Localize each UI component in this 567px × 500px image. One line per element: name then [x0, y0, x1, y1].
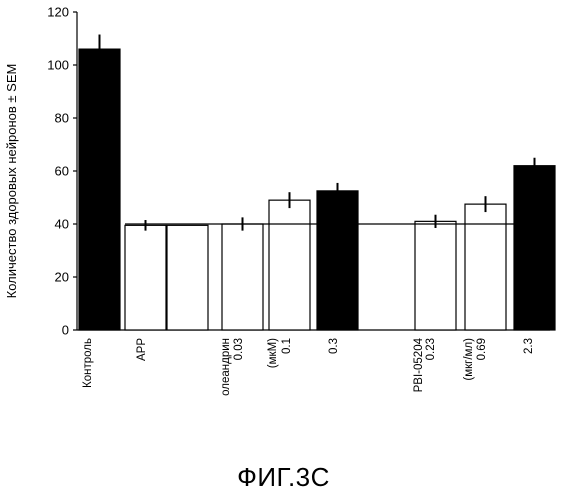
group-label: PBI-05204 [413, 337, 425, 392]
bar [79, 49, 120, 330]
category-label: APP [136, 338, 148, 361]
bar [222, 224, 263, 330]
bar [317, 191, 358, 330]
bar [167, 225, 208, 330]
group-label: (мкг/мл) [463, 338, 475, 381]
y-tick-label: 60 [55, 164, 69, 179]
y-tick-label: 120 [47, 5, 69, 20]
category-label: 2.3 [523, 338, 535, 354]
bar [125, 225, 166, 330]
figure-caption: ФИГ.3С [0, 462, 567, 493]
category-label: 0.03 [233, 338, 245, 360]
group-label: олеандрин [220, 338, 232, 396]
y-tick-label: 20 [55, 270, 69, 285]
bar-chart: 0 20 40 60 80 100 120 Количество здоровых нейро… [0, 0, 567, 455]
category-label: 0.69 [476, 338, 488, 360]
bar [415, 221, 456, 330]
y-tick-label: 40 [55, 217, 69, 232]
bar [465, 204, 506, 330]
y-axis-label: Количество здоровых нейронов ± SEM [4, 64, 19, 299]
category-label: Контроль [82, 338, 94, 388]
y-tick-label: 100 [47, 58, 69, 73]
category-label: 0.23 [425, 338, 437, 360]
category-label: 0.1 [281, 338, 293, 354]
y-tick-label: 80 [55, 111, 69, 126]
group-label: (мкМ) [267, 338, 279, 368]
bar [514, 166, 555, 330]
bar [269, 200, 310, 330]
category-label: 0.3 [328, 338, 340, 354]
y-tick-label: 0 [62, 323, 69, 338]
